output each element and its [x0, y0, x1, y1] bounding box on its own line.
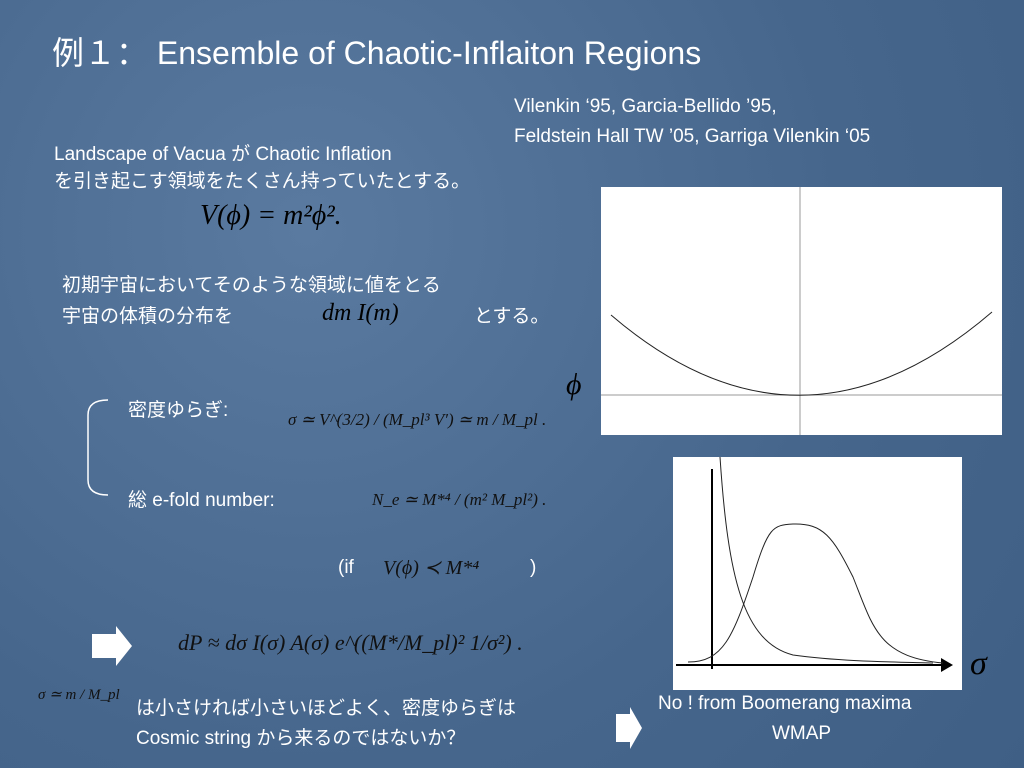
formula: dm I(m): [322, 300, 399, 326]
formula: σ ≃ V^(3/2) / (M_pl³ V′) ≃ m / M_pl .: [288, 410, 547, 429]
title: 例１： Ensemble of Chaotic-Inflaiton Region…: [52, 35, 702, 71]
formula: dP ≈ dσ I(σ) A(σ) e^((M*/M_pl)² 1/σ²) .: [178, 630, 523, 655]
arrow-head: [941, 658, 953, 672]
brace: [87, 399, 109, 496]
curve: [719, 456, 934, 664]
curve: [610, 311, 993, 396]
label: 総 e-fold number:: [128, 490, 275, 511]
axis-label: σ: [970, 645, 987, 682]
text: 宇宙の体積の分布を: [62, 306, 234, 327]
observation: WMAP: [772, 723, 832, 744]
distribution-plot: [673, 456, 962, 690]
text: Cosmic string から来るのではないか？: [136, 728, 466, 749]
text: は小さければ小さいほどよく、密度ゆらぎは: [136, 698, 517, 719]
label: 密度ゆらぎ:: [128, 400, 229, 421]
formula: σ ≃ m / M_pl: [38, 687, 120, 703]
reference: Vilenkin ‘95, Garcia-Bellido ’95,: [514, 96, 777, 117]
intro: を引き起こす領域をたくさん持っていたとする。: [54, 171, 471, 192]
reference: Feldstein Hall TW ’05, Garriga Vilenkin …: [514, 126, 871, 147]
plot: [676, 456, 953, 672]
text: 初期宇宙においてそのような領域に値をとる: [62, 275, 441, 296]
curve: [687, 523, 944, 664]
plot: [601, 187, 1002, 435]
text: ): [530, 557, 537, 578]
observation: No ! from Boomerang maxima: [658, 693, 912, 714]
arrow: [92, 626, 132, 666]
formula: V(ϕ) = m²ϕ².: [200, 200, 342, 231]
axis-label: ϕ: [566, 368, 582, 401]
formula: N_e ≃ M*⁴ / (m² M_pl²) .: [372, 490, 547, 509]
formula: V(ϕ) ≺ M*⁴: [383, 557, 480, 579]
text: (if: [338, 557, 354, 578]
intro: Landscape of Vacua が Chaotic Inflation: [54, 144, 392, 165]
text: とする。: [474, 306, 550, 327]
potential-plot: [601, 187, 1002, 435]
arrow: [616, 707, 642, 749]
